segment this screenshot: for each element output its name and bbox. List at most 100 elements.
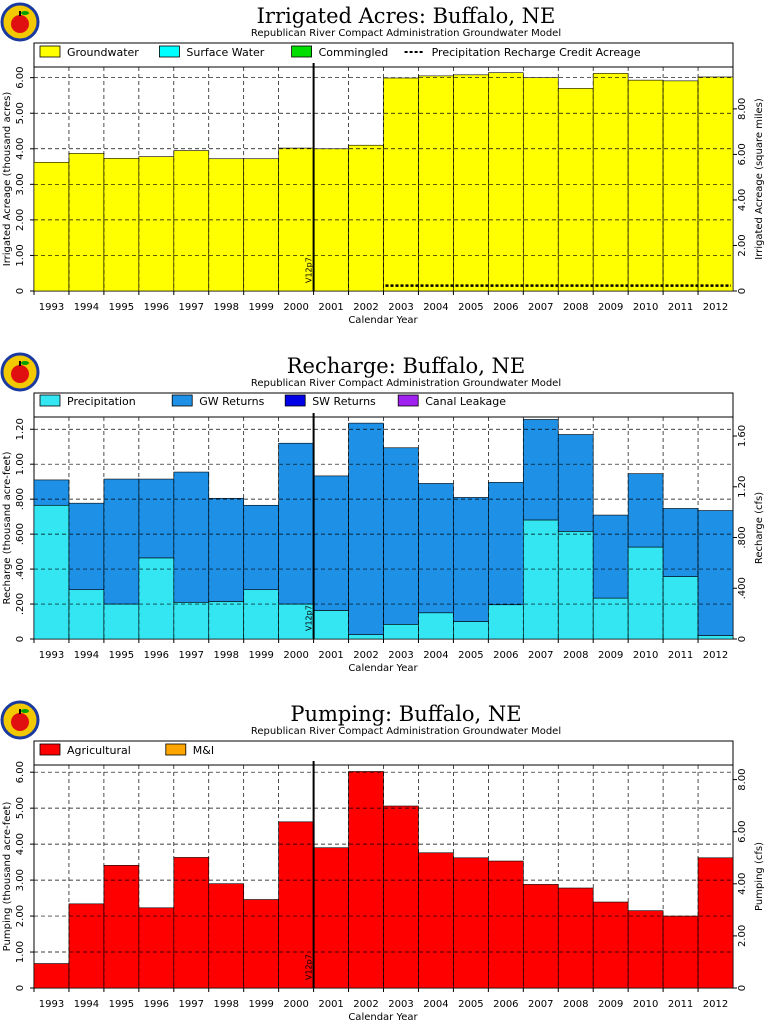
bar (243, 504, 279, 591)
x-axis: 1993 1994 1995 1996 1997 1998 1999 2000 2001 2002… (33, 639, 728, 674)
tick-label: .800 (737, 526, 748, 548)
apple-logo-icon (0, 352, 40, 392)
bar (557, 531, 594, 640)
tick-label: 0 (15, 288, 26, 294)
tick-label: 6.00 (737, 821, 748, 843)
legend-swatch (171, 394, 193, 407)
x-axis: 1993 1994 1995 1996 1997 1998 1999 2000 2001 2002… (33, 291, 728, 326)
bar (103, 478, 140, 605)
year-label: 1996 (144, 302, 169, 313)
legend-swatch (291, 45, 313, 58)
x-axis-label: Calendar Year (348, 663, 418, 674)
bar (522, 884, 559, 989)
year-label: 2008 (563, 650, 588, 661)
bar (173, 150, 210, 292)
year-label: 2001 (318, 650, 343, 661)
year-label: 2012 (703, 650, 728, 661)
year-label: 2007 (528, 650, 553, 661)
tick-label: 1.00 (15, 244, 26, 266)
year-label: 2010 (633, 650, 658, 661)
tick-label: 4.00 (737, 189, 748, 211)
chart-subtitle: Republican River Compact Administration … (251, 378, 561, 389)
bar (488, 72, 524, 292)
right-axis: 0 2.00 4.00 6.00 8.00 Pumping (cfs) (733, 768, 765, 991)
tick-label: 8.00 (737, 768, 748, 790)
bar (173, 601, 210, 640)
grid (34, 66, 733, 291)
year-label: 1993 (39, 650, 64, 661)
bar (453, 857, 489, 989)
bar (557, 887, 594, 989)
legend-label: Agricultural (67, 744, 131, 757)
year-label: 2011 (668, 999, 693, 1010)
version-marker-label: V12p7 (305, 954, 314, 980)
bar (348, 771, 384, 989)
year-label: 2004 (423, 999, 448, 1010)
bar (313, 847, 349, 989)
bar (488, 482, 524, 606)
legend-label: Surface Water (186, 46, 264, 59)
bar (453, 74, 489, 292)
year-label: 2005 (458, 650, 483, 661)
y-axis-label: Irrigated Acreage (thousand acres) (2, 92, 13, 267)
logo-leaf (21, 361, 29, 365)
bar (557, 88, 594, 292)
bar (592, 514, 629, 599)
logo-stem (19, 709, 21, 714)
year-label: 2008 (563, 302, 588, 313)
legend-swatch (39, 394, 61, 407)
bar (383, 805, 419, 989)
bar (243, 158, 279, 292)
year-label: 2003 (388, 302, 413, 313)
bar (173, 857, 210, 989)
tick-label: .400 (737, 577, 748, 599)
bar (383, 447, 419, 625)
bar (697, 857, 734, 989)
x-axis: 1993 1994 1995 1996 1997 1998 1999 2000 2001 2002… (33, 988, 728, 1023)
tick-label: 2.00 (15, 209, 26, 231)
year-label: 2004 (423, 302, 448, 313)
tick-label: 6.00 (15, 67, 26, 89)
tick-label: 2.00 (737, 234, 748, 256)
bar (453, 497, 489, 622)
bar (33, 161, 70, 292)
year-label: 1998 (213, 999, 238, 1010)
bar (697, 76, 734, 292)
bar (697, 635, 734, 640)
year-label: 1994 (74, 302, 99, 313)
year-label: 1997 (179, 302, 204, 313)
year-label: 1999 (248, 302, 273, 313)
year-label: 2009 (598, 999, 623, 1010)
year-label: 2008 (563, 999, 588, 1010)
bar (313, 610, 349, 640)
left-axis: 0 1.00 2.00 3.00 4.00 5.00 6.00 Pumping (thousa… (2, 761, 34, 991)
y-axis-label-right: Pumping (cfs) (754, 842, 765, 911)
legend-swatch (165, 743, 187, 756)
x-axis-label: Calendar Year (348, 315, 418, 326)
year-label: 2006 (493, 650, 518, 661)
tick-label: .600 (15, 523, 26, 545)
bar (208, 601, 245, 640)
year-label: 2011 (668, 650, 693, 661)
legend-label: SW Returns (312, 395, 376, 408)
legend-label: Canal Leakage (425, 395, 506, 408)
right-axis: 0 2.00 4.00 6.00 8.00 Irrigated Acreage (squa… (733, 98, 765, 294)
bar (592, 73, 629, 292)
year-label: 2009 (598, 302, 623, 313)
tick-label: 0 (737, 636, 748, 642)
bar (662, 576, 699, 640)
year-label: 2003 (388, 650, 413, 661)
bar (138, 156, 175, 292)
bar (33, 963, 70, 989)
logo-apple (11, 713, 29, 731)
version-marker-label: V12p7 (305, 605, 314, 631)
logo-leaf (21, 709, 29, 713)
tick-label: 4.00 (15, 138, 26, 160)
year-label: 2004 (423, 650, 448, 661)
tick-label: 0 (737, 985, 748, 991)
year-label: 2012 (703, 999, 728, 1010)
tick-label: 1.60 (737, 425, 748, 447)
tick-label: 5.00 (15, 797, 26, 819)
